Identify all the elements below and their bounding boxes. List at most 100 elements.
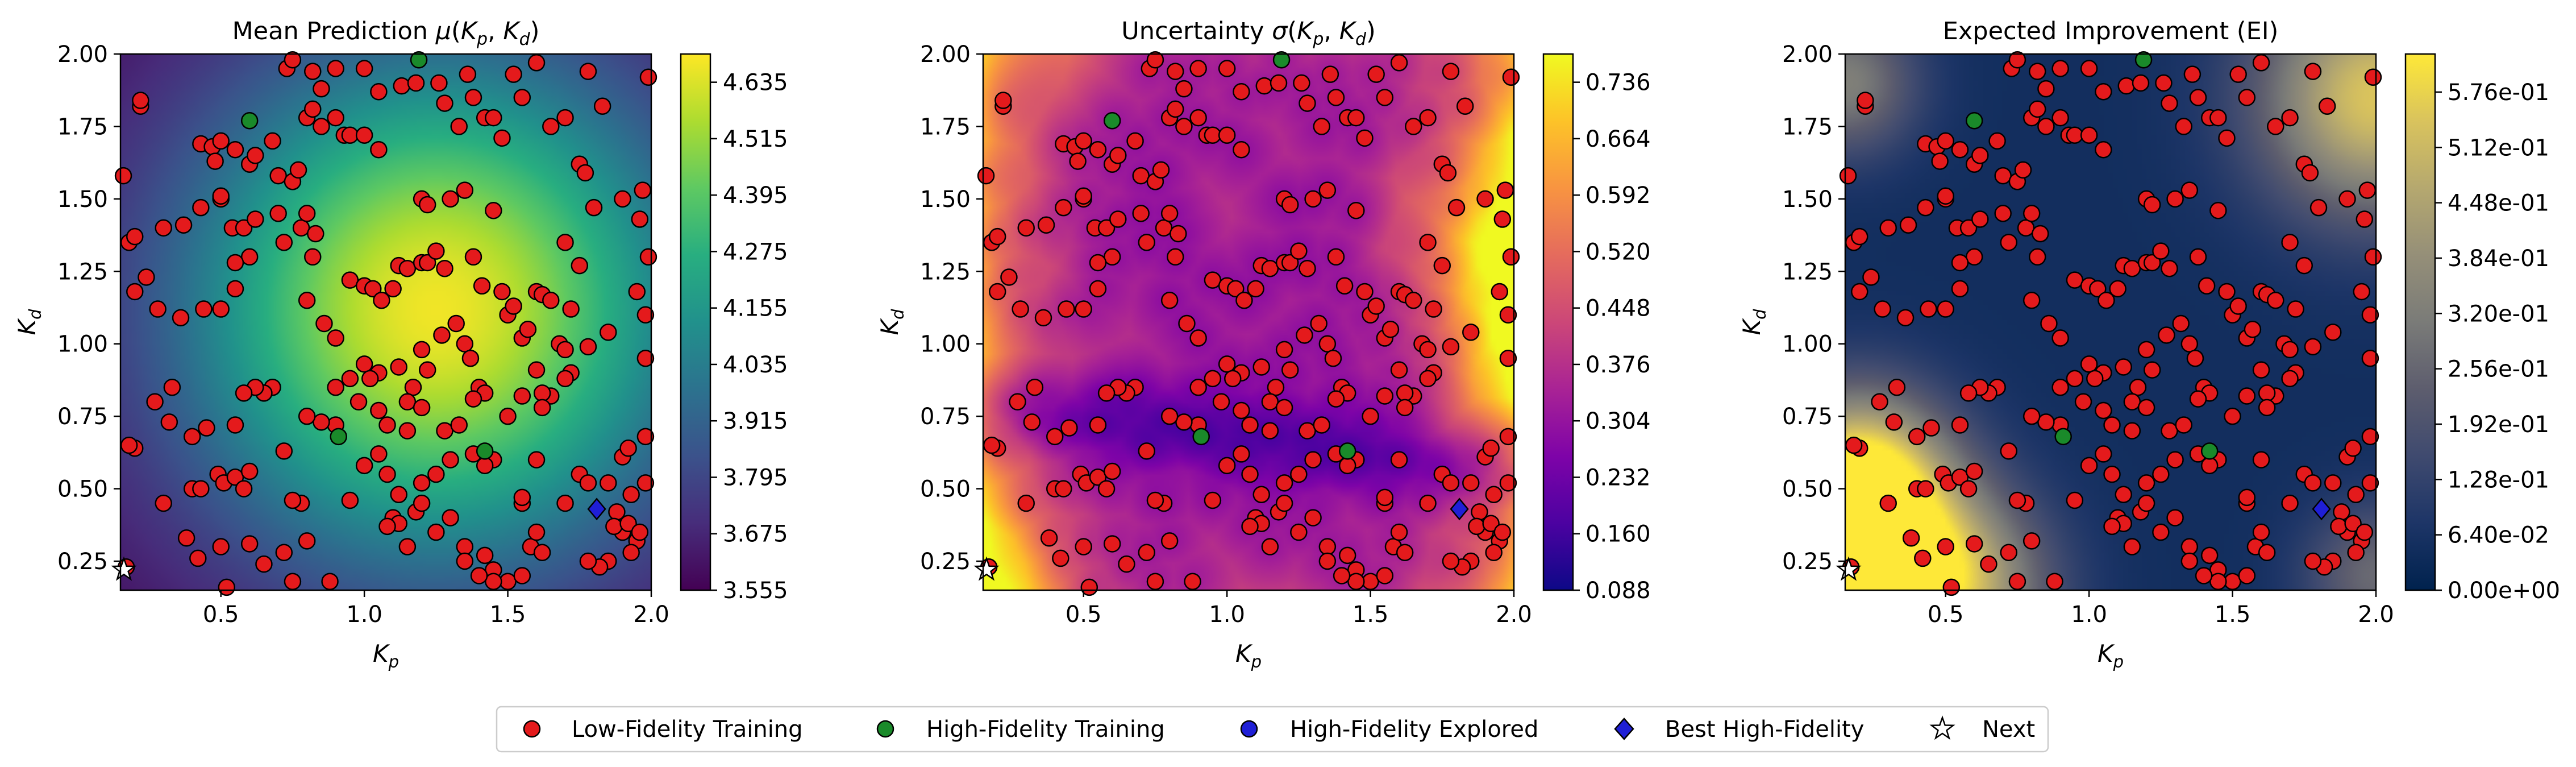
marker-low-fidelity: [390, 486, 407, 504]
marker-low-fidelity: [1313, 416, 1330, 434]
marker-low-fidelity: [2000, 544, 2018, 561]
marker-low-fidelity: [255, 555, 273, 573]
marker-low-fidelity: [2281, 494, 2299, 512]
marker-low-fidelity: [476, 457, 494, 475]
marker-low-fidelity: [542, 292, 560, 309]
colorbar-tick-label: 0.376: [1585, 352, 1651, 378]
colorbar-tick-label: 3.20e-01: [2448, 301, 2549, 327]
marker-low-fidelity: [2017, 219, 2035, 237]
legend-frame: [496, 706, 2049, 753]
marker-low-fidelity: [1178, 314, 1196, 333]
marker-low-fidelity: [1462, 474, 1480, 492]
marker-low-fidelity: [1233, 401, 1250, 420]
marker-low-fidelity: [1261, 259, 1279, 277]
colorbar-tick-label: 4.635: [723, 70, 788, 96]
marker-low-fidelity: [2358, 181, 2377, 199]
marker-low-fidelity: [1026, 378, 1044, 396]
marker-low-fidelity: [1313, 118, 1330, 135]
marker-low-fidelity: [2066, 126, 2084, 144]
marker-low-fidelity: [1218, 126, 1236, 144]
marker-low-fidelity: [163, 378, 181, 396]
marker-low-fidelity: [579, 338, 597, 356]
marker-high-fidelity: [2054, 428, 2072, 446]
marker-low-fidelity: [1155, 219, 1173, 237]
marker-low-fidelity: [556, 494, 574, 512]
marker-low-fidelity: [1447, 198, 1466, 217]
marker-low-fidelity: [307, 225, 324, 243]
marker-low-fidelity: [2109, 280, 2126, 298]
colorbar-tick-label: 0.664: [1585, 126, 1651, 152]
marker-low-fidelity: [2155, 74, 2173, 92]
marker-low-fidelity: [1442, 552, 1460, 570]
marker-low-fidelity: [2022, 205, 2041, 222]
marker-low-fidelity: [513, 567, 531, 584]
marker-low-fidelity: [2095, 140, 2112, 159]
marker-low-fidelity: [1097, 384, 1116, 402]
marker-low-fidelity: [120, 436, 138, 454]
marker-low-fidelity: [177, 529, 195, 547]
marker-low-fidelity: [600, 324, 617, 341]
marker-low-fidelity: [527, 523, 546, 541]
marker-low-fidelity: [1327, 89, 1345, 106]
legend-item-high-fidelity: High-Fidelity Training: [876, 716, 1165, 743]
marker-low-fidelity: [1951, 280, 1969, 298]
marker-low-fidelity: [2143, 196, 2161, 214]
marker-low-fidelity: [398, 538, 417, 555]
marker-low-fidelity: [378, 517, 396, 536]
marker-low-fidelity: [2000, 442, 2018, 460]
marker-low-fidelity: [1902, 529, 1920, 547]
marker-low-fidelity: [2252, 54, 2270, 72]
marker-low-fidelity: [2209, 109, 2227, 127]
marker-low-fidelity: [1080, 578, 1098, 596]
marker-low-fidelity: [1468, 517, 1485, 536]
marker-low-fidelity: [1252, 358, 1270, 376]
marker-low-fidelity: [1347, 202, 1365, 219]
marker-low-fidelity: [579, 63, 597, 80]
marker-low-fidelity: [2224, 407, 2241, 425]
colorbar-tick-label: 0.304: [1585, 408, 1651, 434]
colorbar-tick-label: 0.520: [1585, 239, 1651, 265]
marker-low-fidelity: [1390, 361, 1408, 379]
marker-next: [973, 556, 1000, 581]
marker-low-fidelity: [436, 259, 453, 277]
marker-low-fidelity: [636, 474, 655, 492]
marker-low-fidelity: [2115, 358, 2132, 376]
marker-low-fidelity: [247, 147, 264, 164]
marker-low-fidelity: [269, 205, 287, 222]
marker-low-fidelity: [2238, 89, 2256, 106]
marker-low-fidelity: [2218, 283, 2236, 301]
marker-low-fidelity: [235, 384, 253, 402]
marker-low-fidelity: [2051, 109, 2069, 127]
marker-low-fidelity: [373, 292, 390, 309]
marker-low-fidelity: [407, 74, 425, 92]
colorbar-tick-label: 6.40e-02: [2448, 523, 2549, 549]
marker-low-fidelity: [1204, 126, 1222, 144]
x-tick-label: 2.0: [633, 602, 669, 628]
y-axis-label: Kd: [876, 309, 908, 335]
marker-low-fidelity: [1089, 280, 1107, 298]
x-tick-label: 2.0: [2358, 602, 2394, 628]
colorbar-tick-label: 0.448: [1585, 296, 1651, 322]
legend-marker-explored: [1240, 720, 1258, 738]
marker-low-fidelity: [556, 109, 574, 127]
marker-next: [1836, 556, 1862, 581]
y-tick-label: 1.75: [1782, 114, 1833, 140]
marker-low-fidelity: [146, 393, 164, 411]
marker-low-fidelity: [493, 129, 511, 147]
marker-low-fidelity: [1433, 256, 1451, 275]
axes-frame: [982, 53, 1515, 591]
marker-low-fidelity: [527, 361, 546, 379]
marker-low-fidelity: [1241, 465, 1259, 483]
marker-best: [2312, 497, 2331, 521]
marker-low-fidelity: [636, 428, 655, 446]
marker-low-fidelity: [384, 280, 402, 298]
marker-low-fidelity: [398, 393, 417, 411]
marker-low-fidelity: [1857, 92, 1874, 109]
marker-low-fidelity: [2051, 60, 2069, 77]
marker-low-fidelity: [1160, 292, 1179, 309]
marker-low-fidelity: [174, 216, 193, 234]
colorbar-tick-label: 0.088: [1585, 578, 1651, 604]
colorbar-tick-label: 0.736: [1585, 70, 1651, 96]
marker-low-fidelity: [1138, 442, 1156, 460]
marker-low-fidelity: [631, 210, 649, 228]
